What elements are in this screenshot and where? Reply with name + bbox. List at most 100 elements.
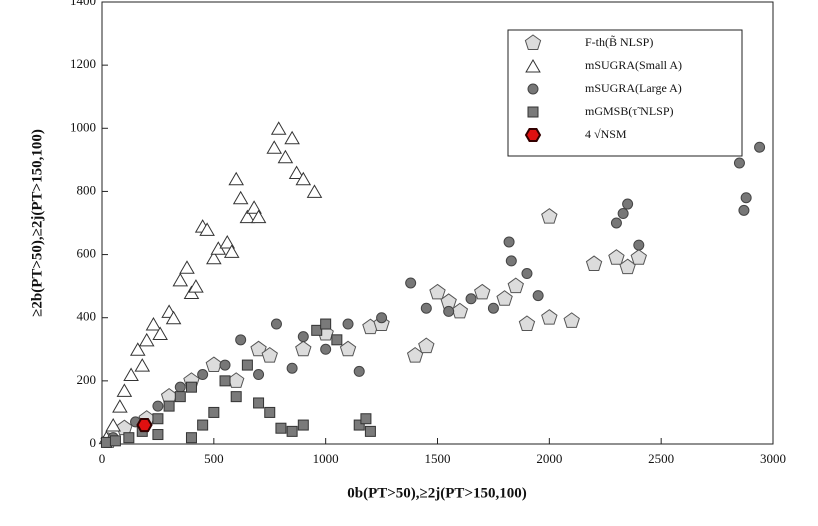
triangle-point <box>199 222 215 236</box>
square-point <box>331 334 343 346</box>
square-point <box>197 419 209 431</box>
y-tick-label: 1200 <box>70 56 96 71</box>
square-point <box>152 413 164 425</box>
square-point <box>286 425 298 437</box>
pentagon-point <box>630 249 647 265</box>
circle-point <box>342 318 354 330</box>
pentagon-point <box>541 309 558 325</box>
hexagon-point <box>136 417 153 433</box>
square-point <box>353 419 365 431</box>
circle-point <box>219 359 231 371</box>
square-point <box>360 413 372 425</box>
triangle-point <box>116 383 133 397</box>
square-point <box>264 406 276 418</box>
circle-point <box>633 239 645 251</box>
triangle-point <box>145 317 162 331</box>
circle-point <box>754 141 766 153</box>
circle-point <box>197 369 209 381</box>
circle-point <box>487 302 499 314</box>
triangle-point <box>152 326 168 340</box>
y-tick-label: 600 <box>77 246 97 261</box>
pentagon-point <box>429 283 446 300</box>
triangle-point <box>232 190 249 205</box>
circle-point <box>443 305 455 317</box>
legend-marker <box>524 127 542 143</box>
legend-box <box>507 29 743 157</box>
circle-point <box>174 381 186 393</box>
circle-point <box>521 268 533 280</box>
triangle-point <box>206 250 222 265</box>
triangle-point <box>284 130 300 145</box>
circle-point <box>740 192 752 204</box>
pentagon-point <box>250 340 267 357</box>
pentagon-point <box>608 249 625 265</box>
triangle-point <box>246 200 262 214</box>
triangle-point <box>172 272 189 287</box>
circle-point <box>503 236 515 248</box>
y-tick-label: 400 <box>77 309 97 324</box>
square-point <box>109 435 121 447</box>
triangle-point <box>266 140 283 154</box>
circle-point <box>253 369 265 381</box>
square-point <box>185 432 197 444</box>
circle-point <box>617 208 629 220</box>
triangle-point <box>277 149 294 164</box>
x-tick-label: 2500 <box>648 451 674 466</box>
circle-point <box>532 290 544 302</box>
circle-point <box>420 302 432 314</box>
square-point <box>241 359 253 371</box>
circle-point <box>733 157 745 169</box>
square-point <box>230 391 242 403</box>
circle-point <box>152 400 164 412</box>
circle-point <box>376 312 388 324</box>
triangle-point <box>134 358 151 372</box>
pentagon-point <box>339 340 357 357</box>
triangle-point <box>306 184 323 198</box>
pentagon-point <box>585 255 603 272</box>
y-tick-label: 1400 <box>70 0 96 8</box>
circle-point <box>505 255 517 267</box>
circle-point <box>738 204 750 216</box>
triangle-point <box>228 171 244 186</box>
circle-point <box>610 217 622 229</box>
circle-point <box>622 198 634 210</box>
legend-marker <box>527 83 539 95</box>
y-tick-label: 200 <box>77 372 97 387</box>
triangle-point <box>165 310 182 325</box>
pentagon-point <box>295 340 312 357</box>
pentagon-point <box>496 290 513 306</box>
square-point <box>219 375 231 387</box>
x-tick-label: 3000 <box>760 451 786 466</box>
triangle-point <box>188 279 204 293</box>
circle-point <box>320 343 332 355</box>
triangle-point <box>250 209 267 224</box>
circle-point <box>270 318 282 330</box>
legend-label: mSUGRA(Large A) <box>585 81 682 95</box>
triangle-point <box>123 367 139 382</box>
square-point <box>174 391 186 403</box>
circle-point <box>405 277 417 289</box>
y-tick-label: 1000 <box>70 119 96 134</box>
pentagon-point <box>518 315 536 332</box>
triangle-point <box>105 418 121 432</box>
square-point <box>208 406 220 418</box>
pentagon-point <box>451 302 469 319</box>
square-point <box>185 381 197 393</box>
legend-marker <box>524 34 542 50</box>
square-point <box>152 429 164 441</box>
legend-marker <box>527 106 539 118</box>
square-point <box>311 324 323 336</box>
square-point <box>320 318 332 330</box>
legend-label: mSUGRA(Small A) <box>585 58 682 72</box>
triangle-point <box>179 260 195 274</box>
y-tick-label: 0 <box>90 435 97 450</box>
y-tick-label: 800 <box>77 182 97 197</box>
triangle-point <box>295 171 312 186</box>
pentagon-point <box>507 277 524 294</box>
circle-point <box>235 334 247 346</box>
square-point <box>275 422 287 434</box>
x-tick-label: 0 <box>99 451 106 466</box>
pentagon-point <box>228 372 245 388</box>
x-tick-label: 2000 <box>536 451 562 466</box>
